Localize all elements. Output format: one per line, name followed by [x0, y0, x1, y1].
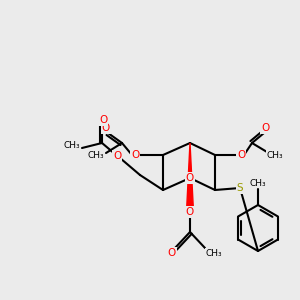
Text: O: O — [102, 123, 110, 133]
Text: O: O — [168, 248, 176, 258]
Text: S: S — [237, 183, 243, 193]
Text: CH₃: CH₃ — [250, 178, 266, 188]
Text: O: O — [261, 123, 269, 133]
Text: CH₃: CH₃ — [267, 151, 283, 160]
Polygon shape — [187, 143, 194, 212]
Text: CH₃: CH₃ — [64, 142, 80, 151]
Text: O: O — [186, 173, 194, 183]
Text: O: O — [113, 151, 121, 161]
Text: O: O — [99, 115, 107, 125]
Text: O: O — [131, 150, 139, 160]
Text: CH₃: CH₃ — [206, 248, 222, 257]
Text: CH₃: CH₃ — [88, 152, 104, 160]
Text: O: O — [186, 207, 194, 217]
Text: O: O — [237, 150, 245, 160]
